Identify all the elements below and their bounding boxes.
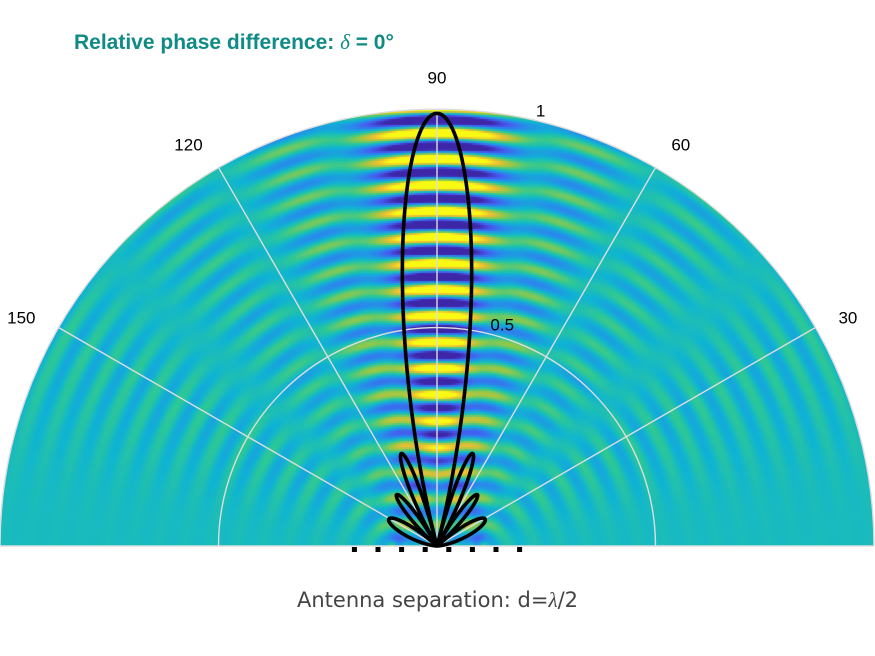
- angle-tick-label: 150: [7, 309, 35, 328]
- polar-grid: [0, 108, 875, 547]
- angle-tick-label: 30: [838, 309, 857, 328]
- title-suffix: = 0°: [349, 31, 394, 54]
- antenna-element: [375, 547, 381, 552]
- antenna-element: [469, 547, 475, 552]
- title-prefix: Relative phase difference:: [74, 31, 341, 54]
- angle-tick-label: 120: [174, 136, 202, 155]
- radial-tick-label: 1: [536, 102, 545, 121]
- antenna-element: [351, 547, 357, 552]
- chart-title: Relative phase difference: δ = 0°: [74, 30, 394, 55]
- angle-tick-label: 90: [428, 68, 447, 87]
- footer-prefix: Antenna separation: d=: [296, 588, 549, 612]
- x-axis-caption: Antenna separation: d=λ/2: [0, 588, 875, 613]
- footer-lambda-symbol: λ: [548, 588, 558, 612]
- antenna-element: [399, 547, 405, 552]
- pattern-line: [386, 111, 488, 548]
- radial-tick-label: 0.5: [490, 315, 514, 334]
- antenna-element: [493, 547, 499, 552]
- title-delta-symbol: δ: [340, 30, 350, 54]
- tick-labels: 30 60 90 120 150 0.5 1: [7, 68, 857, 334]
- antenna-element: [446, 547, 452, 552]
- antenna-array: [351, 547, 523, 552]
- angle-tick-label: 60: [671, 136, 690, 155]
- angle-grid-line: [436, 167, 657, 547]
- radiation-pattern: [386, 111, 488, 548]
- angle-grid-line: [58, 326, 438, 547]
- footer-suffix: /2: [557, 588, 578, 612]
- angle-grid-line: [436, 326, 816, 547]
- antenna-element: [517, 547, 523, 552]
- antenna-element: [422, 547, 428, 552]
- angle-grid-line: [217, 167, 438, 547]
